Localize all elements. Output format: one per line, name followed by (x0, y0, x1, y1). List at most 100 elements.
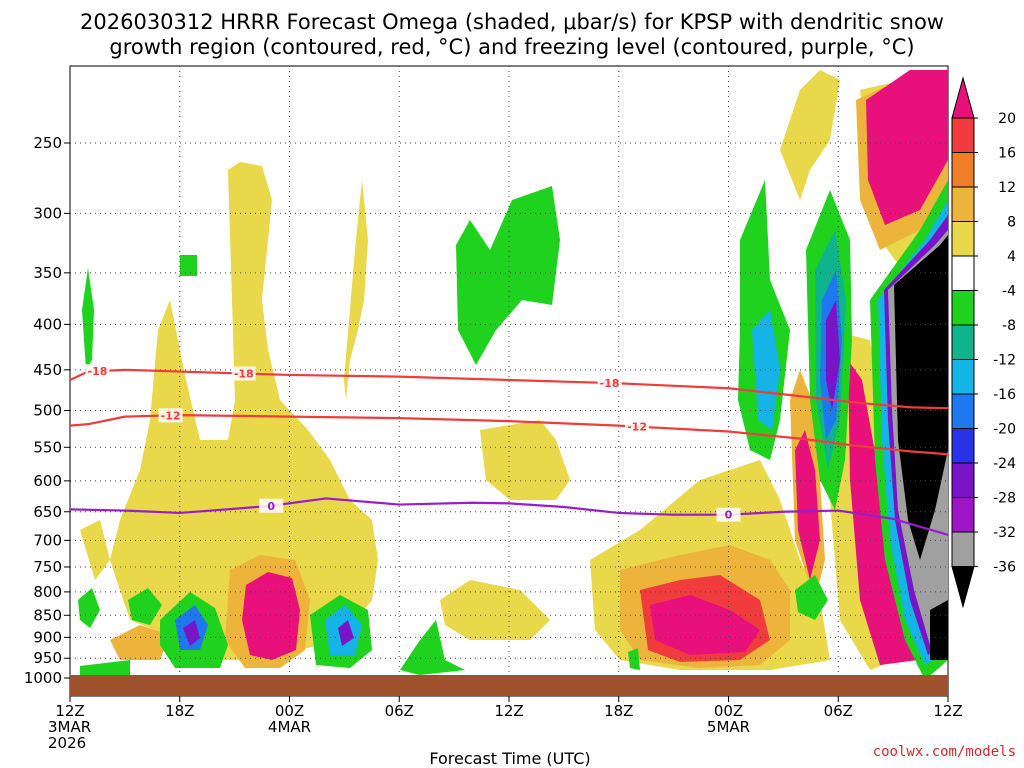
colorbar-arrow-top (951, 76, 975, 119)
omega-region-purple (183, 620, 200, 646)
y-tick-label: 250 (33, 134, 62, 152)
y-tick-label: 300 (33, 204, 62, 222)
colorbar-label: -8 (1002, 318, 1016, 334)
colorbar-swatch (951, 531, 975, 567)
omega-region-yellow (80, 520, 110, 580)
omega-region-yellow (780, 70, 840, 200)
y-tick-label: 500 (33, 402, 62, 420)
omega-region-green (456, 186, 560, 365)
contour-line (69, 414, 949, 456)
colorbar-label: 12 (998, 180, 1016, 196)
contour-label-bg (158, 408, 183, 423)
y-tick-label: 600 (33, 472, 62, 490)
omega-region-magenta (795, 430, 820, 580)
plot-area: -18 -18 -18 -12 -12 0 0 (69, 65, 949, 697)
omega-region-green (795, 575, 828, 620)
contour-label-bg (597, 376, 622, 391)
x-tick-label: 4MAR (268, 718, 311, 736)
omega-region-black (894, 235, 948, 560)
colorbar-label: -32 (993, 525, 1016, 541)
omega-region-green (400, 620, 465, 675)
contour-label-bg (85, 364, 110, 379)
colorbar-label: 16 (998, 146, 1016, 162)
ground-surface (70, 675, 948, 696)
contour-label: -18 (88, 365, 108, 378)
omega-region-yellow (440, 580, 550, 640)
omega-region-black (930, 600, 948, 660)
x-tick-label: 2026 (48, 734, 86, 752)
colorbar-swatch (951, 152, 975, 188)
y-tick-label: 450 (33, 361, 62, 379)
chart-title-line1: 2026030312 HRRR Forecast Omega (shaded, … (80, 10, 944, 34)
contour-label: -12 (161, 409, 181, 422)
y-tick-label: 400 (33, 315, 62, 333)
colorbar-swatch (951, 462, 975, 498)
colorbar-label: -12 (993, 353, 1016, 369)
contour-label-bg (716, 507, 741, 522)
gridlines (69, 66, 948, 696)
contour-label-bg (625, 419, 650, 434)
colorbar-label: -24 (993, 456, 1016, 472)
x-tick-label: 12Z (494, 702, 523, 720)
colorbar-arrow-bottom (951, 566, 975, 609)
x-tick-label: 12Z (55, 702, 84, 720)
y-tick-label: 750 (33, 558, 62, 576)
contour-label: 0 (267, 500, 275, 513)
omega-region-green (128, 588, 162, 625)
omega-region-purple (338, 620, 354, 646)
x-tick-label: 00Z (275, 702, 304, 720)
y-tick-label: 350 (33, 264, 62, 282)
contour-label: 0 (725, 509, 733, 522)
colorbar: 20 16 12 8 4 -4 -8 -12 -16 -20 -24 -28 -32 -36 (951, 76, 1016, 609)
omega-region-yellow (110, 162, 378, 660)
x-tick-label: 5MAR (707, 718, 750, 736)
contour-label-bg (259, 498, 284, 513)
contour-lines: -18 -18 -18 -12 -12 0 0 (69, 364, 949, 536)
x-tick-label: 3MAR (48, 718, 91, 736)
omega-region-yellow (344, 180, 368, 400)
colorbar-swatch (951, 497, 975, 533)
omega-region-magenta (242, 572, 300, 660)
x-axis-label: Forecast Time (UTC) (429, 749, 590, 768)
y-tick-label: 900 (33, 628, 62, 646)
contour-line (69, 368, 949, 410)
contour-label: -18 (234, 368, 254, 381)
colorbar-label: -20 (993, 422, 1016, 438)
colorbar-label: -28 (993, 491, 1016, 507)
colorbar-label: 20 (998, 111, 1016, 127)
y-tick-label: 800 (33, 583, 62, 601)
chart-title-line2: growth region (contoured, red, °C) and f… (109, 35, 914, 59)
x-tick-label: 18Z (604, 702, 633, 720)
y-tick-label: 950 (33, 649, 62, 667)
contour-line (69, 497, 949, 536)
x-tick-label: 12Z (933, 702, 962, 720)
colorbar-swatch (951, 324, 975, 360)
omega-region-orange (110, 625, 170, 660)
y-tick-label: 550 (33, 438, 62, 456)
colorbar-swatch (951, 186, 975, 222)
colorbar-swatch (951, 117, 975, 153)
colorbar-label: -36 (993, 560, 1016, 576)
omega-region-green (80, 660, 130, 675)
contour-label: -12 (627, 421, 647, 434)
colorbar-swatch (951, 255, 975, 291)
omega-region-green (180, 255, 197, 276)
x-tick-label: 18Z (165, 702, 194, 720)
omega-region-magenta (866, 70, 948, 225)
colorbar-label: 8 (1007, 215, 1016, 231)
colorbar-label: 4 (1007, 249, 1016, 265)
colorbar-swatch (951, 428, 975, 464)
omega-region-purple (826, 300, 840, 410)
colorbar-swatch (951, 359, 975, 395)
contour-label: -18 (600, 377, 620, 390)
omega-region-green (628, 648, 640, 670)
y-axis-ticks: 250 300 350 400 450 500 550 600 650 700 750 800 850 9… (24, 134, 70, 687)
colorbar-swatch (951, 221, 975, 257)
omega-region-green (78, 588, 100, 628)
x-tick-label: 00Z (714, 702, 743, 720)
y-tick-label: 700 (33, 531, 62, 549)
y-tick-label: 850 (33, 606, 62, 624)
omega-region-yellow (480, 420, 570, 500)
